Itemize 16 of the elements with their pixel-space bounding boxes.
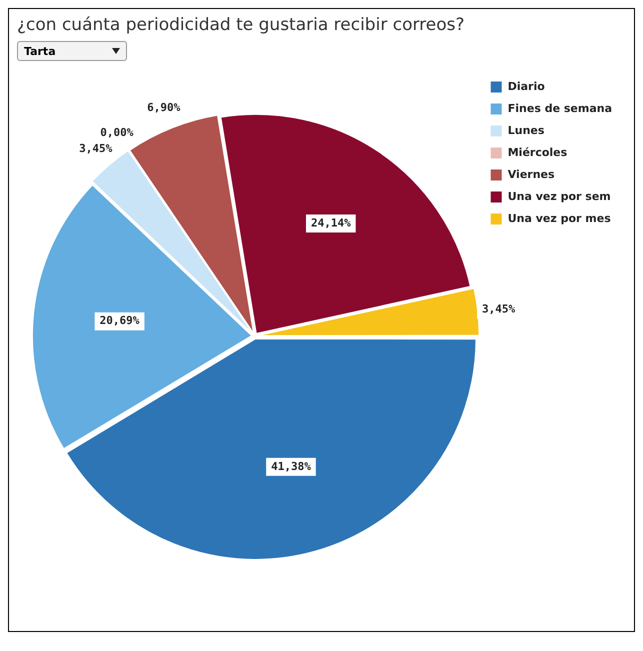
data-label: 41,38% [271, 460, 312, 473]
legend-label: Miércoles [508, 146, 568, 159]
legend-label: Viernes [508, 168, 556, 181]
data-label: 3,45% [79, 142, 113, 155]
data-label: 20,69% [100, 314, 140, 328]
legend-label: Lunes [508, 124, 545, 137]
text: 0,00% [100, 126, 134, 139]
legend-label: Fines de semana [508, 102, 612, 115]
chart-title: ¿con cuánta periodicidad te gustaria recibir correos? [16, 14, 466, 37]
legend-label: Una vez por mes [508, 212, 612, 225]
data-label: 24,14% [310, 216, 352, 230]
legend-label: Una vez por sem [508, 190, 611, 203]
dropdown-field: Tarta [17, 41, 127, 61]
data-label: 6,90% [147, 100, 181, 114]
legend-label: Diario [508, 80, 546, 93]
data-label: 3,45% [482, 302, 516, 316]
